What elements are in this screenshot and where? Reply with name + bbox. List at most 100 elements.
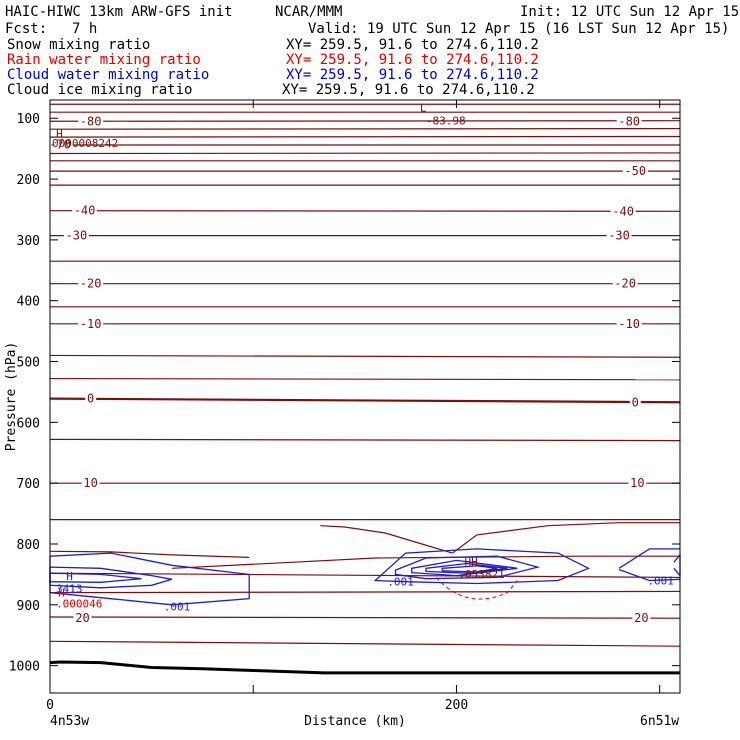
x-tick-label: 200	[445, 698, 468, 713]
isotherm-line	[49, 135, 681, 138]
isotherm-label: 20	[634, 611, 648, 625]
y-axis-label: Pressure (hPa)	[4, 342, 19, 452]
cloud-water-contour-center-5	[441, 565, 498, 573]
isotherm-label: -20	[80, 277, 102, 291]
isotherm-label: 0	[632, 395, 639, 409]
center-label: NCAR/MMM	[275, 4, 342, 20]
forecast-hour: 7 h	[72, 21, 97, 37]
isotherm-label: -10	[80, 317, 102, 331]
isotherm-label: -30	[66, 229, 88, 243]
y-tick-label: 600	[17, 416, 40, 431]
field-range-cloud-ice: XY= 259.5, 91.6 to 274.6,110.2	[282, 82, 535, 98]
isotherm-label-bg	[632, 612, 651, 625]
contour-label-layer: -80 -80 -70 -50 -40 -40 -30 -30 -20 -20 -10 -10 0 0 10…	[47, 101, 674, 625]
cloud-water-contour-center-3	[411, 559, 518, 577]
plot-frame	[49, 99, 681, 694]
isotherm-label-bg	[72, 204, 98, 217]
y-tick-label: 100	[17, 112, 40, 127]
isotherm-label: -10	[618, 317, 640, 331]
cloud-water-contour-left-2	[49, 566, 173, 589]
cloud-water-contour-right-edge	[673, 553, 681, 578]
y-tick-label: 800	[17, 538, 40, 553]
isotherm-label-bg	[610, 205, 636, 218]
rain-water-contour	[435, 577, 518, 600]
isotherm-label-bg	[628, 477, 647, 490]
isotherm-line	[49, 397, 681, 404]
right-endpoint-label: 6n51w	[640, 714, 679, 729]
isotherm-label-bg	[612, 277, 638, 290]
isotherm-label: 10	[83, 476, 97, 490]
extremum-marker: H	[66, 570, 73, 583]
cloud-water-contour-right-lower	[618, 568, 681, 582]
forecast-label: Fcst:	[5, 21, 47, 37]
isotherm-label-bg	[622, 165, 648, 178]
extremum-marker: H	[58, 587, 65, 600]
left-endpoint-label: 4n53w	[50, 714, 89, 729]
field-label-cloud-water: Cloud water mixing ratio	[7, 67, 209, 83]
isotherm-label-bg	[629, 396, 641, 409]
isotherm-line	[49, 210, 681, 212]
isotherm-label-bg	[616, 317, 642, 330]
isotherm-label: -50	[624, 164, 646, 178]
y-tick-label: 900	[17, 599, 40, 614]
extremum-marker: L	[420, 101, 427, 114]
isotherm-label: -80	[80, 114, 102, 128]
isotherm-label-bg	[63, 229, 89, 242]
field-label-snow: Snow mixing ratio	[7, 37, 150, 53]
extremum-marker: .053821	[458, 568, 504, 581]
field-label-rain: Rain water mixing ratio	[7, 52, 201, 68]
isotherm-label: 0	[87, 392, 94, 406]
isotherm-label-bg	[616, 115, 642, 128]
isotherm-label: -20	[614, 277, 636, 291]
field-range-snow: XY= 259.5, 91.6 to 274.6,110.2	[286, 37, 539, 53]
isotherm-label: 10	[630, 476, 644, 490]
contour-layer	[49, 103, 681, 675]
y-tick-label: 400	[17, 295, 40, 310]
isotherm-line	[49, 572, 681, 579]
extremum-marker: .001	[647, 574, 674, 587]
extremum-marker: .001	[164, 601, 191, 614]
model-title: HAIC-HIWC 13km ARW-GFS init	[5, 4, 233, 20]
isotherm-line	[49, 616, 681, 619]
temperature-contour	[320, 525, 453, 554]
isotherm-label-bg	[78, 115, 104, 128]
isotherm-line	[49, 152, 681, 155]
isotherm-label-bg	[606, 229, 632, 242]
temperature-contour	[452, 522, 680, 554]
isotherm-line	[49, 354, 681, 358]
isotherm-label-bg	[78, 317, 104, 330]
cloud-water-contour-center-2	[394, 555, 541, 580]
temperature-contour	[171, 555, 680, 569]
isotherm-label-bg	[47, 138, 73, 151]
init-time: Init: 12 UTC Sun 12 Apr 15	[520, 4, 739, 20]
isotherm-label: -30	[608, 229, 630, 243]
isotherm-label-bg	[81, 477, 100, 490]
isotherm-label: -70	[49, 137, 71, 151]
cloud-water-contour-center-outer	[373, 548, 591, 585]
terrain-line	[49, 660, 680, 675]
isotherm-label-bg	[78, 277, 104, 290]
field-label-cloud-ice: Cloud ice mixing ratio	[7, 82, 192, 98]
valid-time: Valid: 19 UTC Sun 12 Apr 15 (16 LST Sun …	[308, 21, 729, 37]
cloud-water-contour-right-upper	[618, 548, 680, 569]
cloud-water-contour-left-3	[49, 572, 142, 583]
isotherm-label: -80	[618, 114, 640, 128]
extremum-marker: .000046	[56, 598, 102, 611]
isotherm-label: -40	[74, 204, 96, 218]
isotherm-label: -40	[612, 204, 634, 218]
isotherm-line	[49, 640, 681, 647]
field-range-cloud-water: XY= 259.5, 91.6 to 274.6,110.2	[286, 67, 539, 83]
y-tick-label: 200	[17, 173, 40, 188]
x-axis-label: Distance (km)	[304, 714, 406, 729]
extremum-marker: .001	[387, 576, 414, 589]
isotherm-line	[49, 127, 681, 130]
isotherm-line	[49, 120, 681, 122]
y-tick-label: 1000	[9, 660, 40, 675]
isotherm-label-bg	[85, 392, 97, 405]
extremum-marker: HH	[465, 556, 478, 569]
isotherm-line	[49, 438, 681, 442]
isotherm-line	[49, 590, 681, 594]
isotherm-label: 20	[75, 611, 89, 625]
